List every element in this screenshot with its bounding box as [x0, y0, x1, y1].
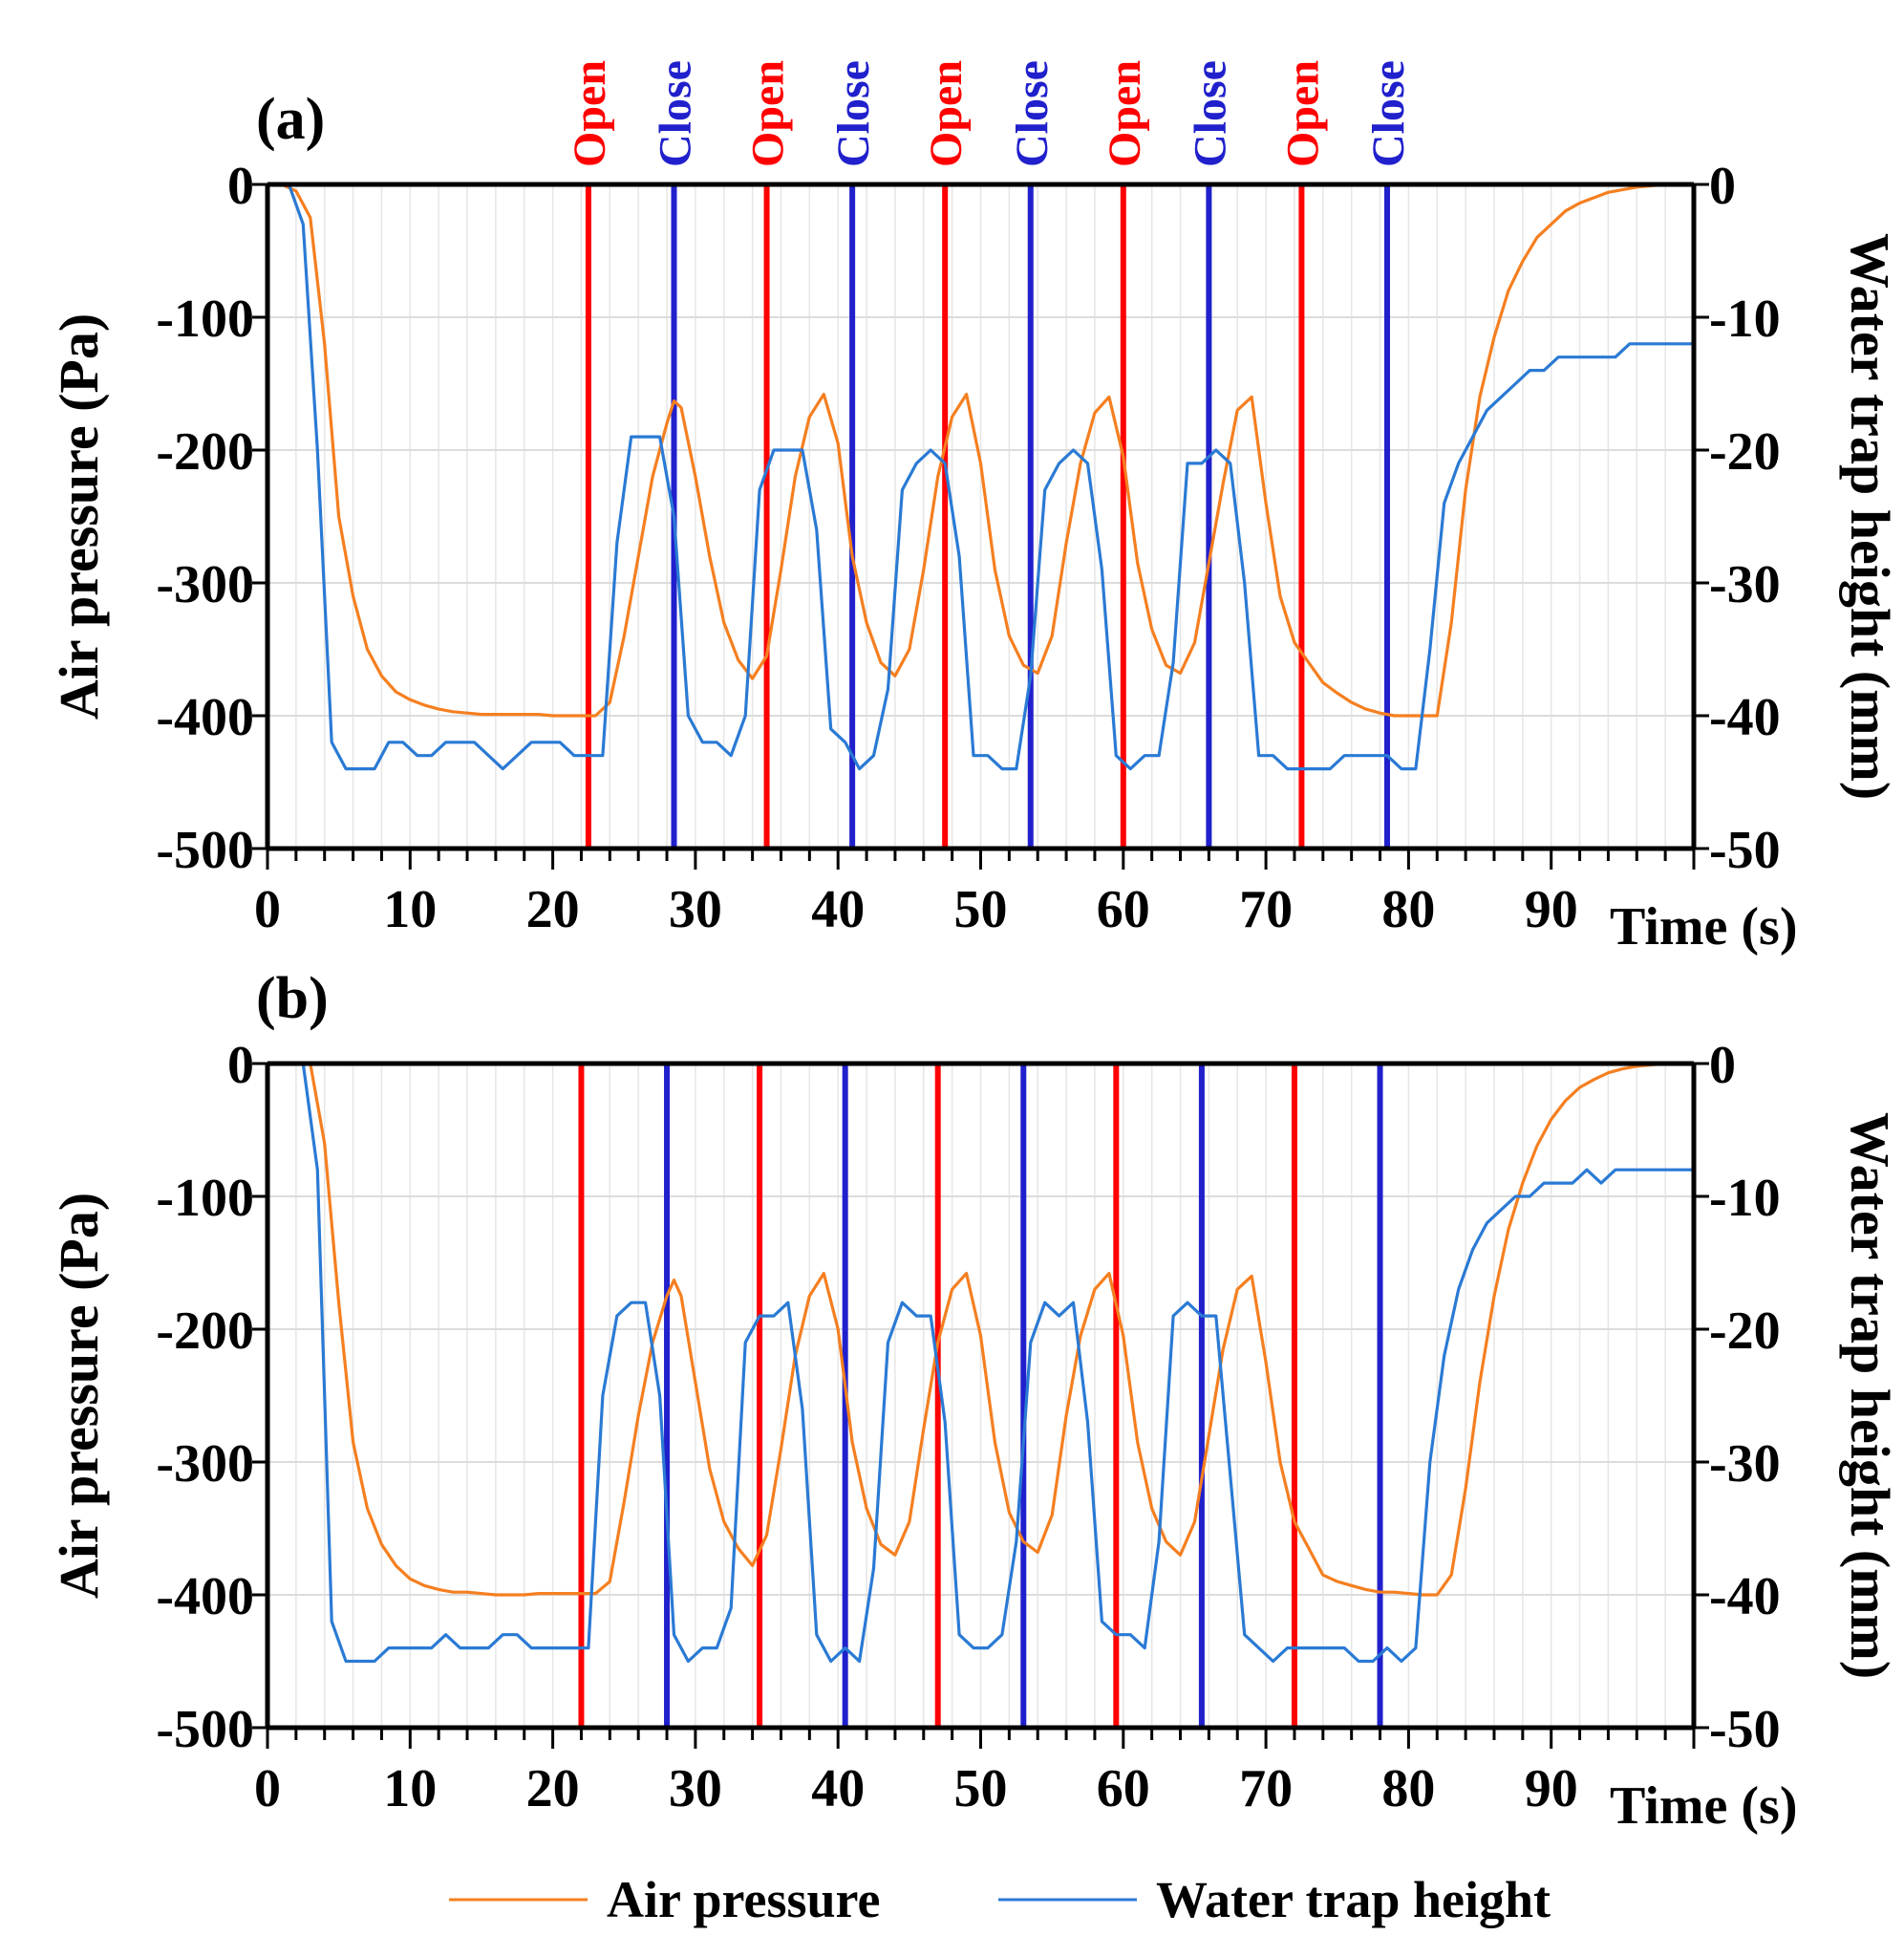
x-tick-label: 20	[526, 1759, 580, 1818]
x-tick-label: 10	[383, 1759, 437, 1818]
series-line-air-pressure	[281, 183, 1694, 718]
event-marker-label: Close	[1185, 60, 1235, 167]
y-right-tick-label: -20	[1709, 422, 1781, 482]
event-marker-label: Close	[1007, 60, 1058, 167]
x-tick-label: 70	[1239, 1759, 1293, 1818]
y-right-axis-title: Water trap height (mm)	[1839, 233, 1901, 800]
y-left-tick-label: 0	[227, 157, 254, 216]
y-right-tick-label: 0	[1709, 1036, 1736, 1095]
event-marker-label: Close	[651, 60, 701, 167]
event-marker-label: Open	[1277, 60, 1328, 167]
y-left-tick-label: -100	[156, 290, 254, 349]
x-axis-label: Time (s)	[1610, 897, 1798, 957]
legend-label-water-trap-height: Water trap height	[1156, 1871, 1551, 1928]
y-right-tick-label: -50	[1709, 1700, 1781, 1759]
panel-a: Open Close Open Close Open Close Open Close Open…	[48, 60, 1901, 957]
y-right-tick-label: -40	[1709, 1567, 1781, 1626]
x-tick-label: 10	[383, 880, 437, 939]
event-marker-label: Open	[743, 60, 794, 167]
y-right-tick-label: -30	[1709, 1434, 1781, 1494]
x-tick-label: 90	[1525, 880, 1578, 939]
x-tick-label: 0	[254, 1759, 281, 1818]
y-right-tick-label: -50	[1709, 821, 1781, 880]
x-tick-label: 30	[669, 880, 722, 939]
series-line-water-trap-height	[301, 1063, 1694, 1664]
y-right-tick-label: -30	[1709, 555, 1781, 614]
x-tick-label: 70	[1239, 880, 1293, 939]
y-right-tick-label: -10	[1709, 1169, 1781, 1228]
event-marker-label: Close	[828, 60, 879, 167]
y-right-axis-title: Water trap height (mm)	[1839, 1112, 1901, 1679]
x-tick-label: 80	[1381, 1759, 1435, 1818]
event-marker-label: Open	[921, 60, 972, 167]
y-right-tick-label: -20	[1709, 1301, 1781, 1361]
x-tick-label: 20	[526, 880, 580, 939]
x-tick-label: 90	[1525, 1759, 1578, 1818]
event-marker-label: Open	[565, 60, 615, 167]
y-left-axis-title: Air pressure (Pa)	[48, 313, 110, 720]
x-tick-label: 40	[811, 880, 865, 939]
x-tick-label: 40	[811, 1759, 865, 1818]
y-left-tick-label: -500	[156, 821, 254, 880]
panel-label: (a)	[256, 87, 325, 152]
y-left-tick-label: -300	[156, 555, 254, 614]
y-left-tick-label: -400	[156, 1567, 254, 1626]
panel-b: 0 10 20 30 40 50 60 70 80 90 Time (s)0-100-200-300…	[48, 966, 1901, 1836]
event-marker-label: Open	[1100, 60, 1150, 167]
y-left-tick-label: -200	[156, 1301, 254, 1361]
y-left-tick-label: -100	[156, 1169, 254, 1228]
panel-label: (b)	[256, 966, 329, 1031]
x-tick-label: 0	[254, 880, 281, 939]
x-tick-label: 30	[669, 1759, 722, 1818]
x-tick-label: 60	[1097, 880, 1150, 939]
legend: Air pressure Water trap height	[449, 1871, 1551, 1928]
x-tick-label: 80	[1381, 880, 1435, 939]
x-tick-label: 50	[954, 1759, 1008, 1818]
legend-label-air-pressure: Air pressure	[607, 1871, 881, 1928]
x-tick-label: 50	[954, 880, 1008, 939]
y-right-tick-label: -40	[1709, 688, 1781, 747]
y-left-tick-label: 0	[227, 1036, 254, 1095]
y-left-tick-label: -500	[156, 1700, 254, 1759]
y-left-axis-title: Air pressure (Pa)	[48, 1193, 110, 1599]
y-left-tick-label: -300	[156, 1434, 254, 1494]
y-right-tick-label: 0	[1709, 157, 1736, 216]
series-line-air-pressure	[309, 1062, 1694, 1597]
y-right-tick-label: -10	[1709, 290, 1781, 349]
x-axis-label: Time (s)	[1610, 1776, 1798, 1836]
event-marker-label: Close	[1363, 60, 1414, 167]
x-tick-label: 60	[1097, 1759, 1150, 1818]
series-line-water-trap-height	[287, 183, 1694, 771]
y-left-tick-label: -200	[156, 422, 254, 482]
y-left-tick-label: -400	[156, 688, 254, 747]
